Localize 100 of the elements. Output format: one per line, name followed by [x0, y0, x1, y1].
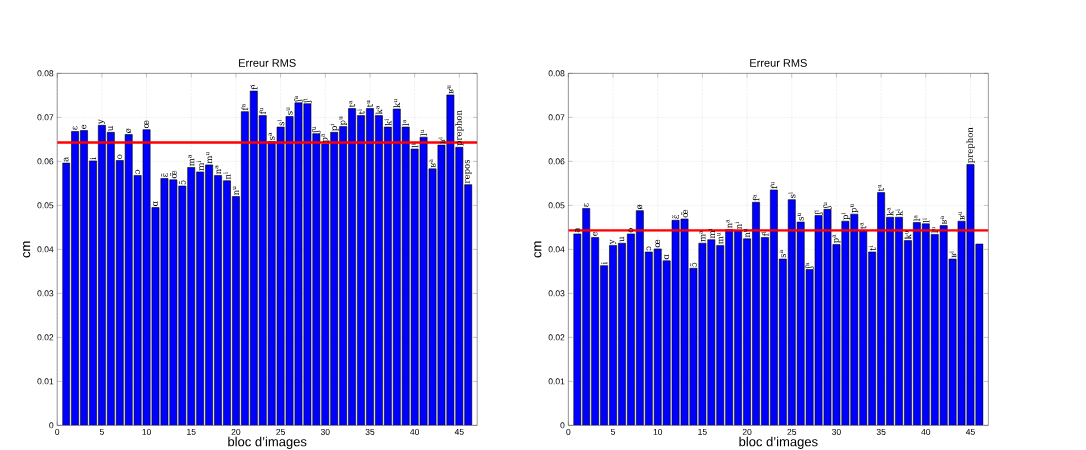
y-axis-title: cm: [23, 241, 31, 258]
annotation: n$^{i}$: [223, 172, 231, 180]
annotation: ʁ$^{u}$: [958, 211, 965, 220]
x-tick-label: 20: [231, 428, 241, 435]
annotation: k$^{i}$: [384, 118, 392, 126]
annotation: a: [574, 227, 580, 233]
y-tick-label: 0.06: [37, 158, 54, 165]
annotation: repos: [465, 159, 472, 184]
x-axis-title: bloc d’images: [739, 436, 818, 449]
annotation: œ̃: [170, 170, 177, 179]
x-axis-title: bloc d’images: [228, 436, 307, 449]
annotation: ɔ̃: [690, 262, 697, 267]
annotation: k$^{u}$: [904, 230, 912, 240]
y-tick-label: 0.08: [37, 70, 54, 77]
annotation: ø: [637, 204, 643, 210]
annotation: f$^{i}$: [761, 231, 769, 236]
x-tick-label: 20: [742, 428, 752, 435]
annotation: p$^{u}$: [339, 116, 347, 126]
annotation: o: [117, 154, 123, 159]
annotation: ɛ: [583, 203, 589, 207]
annotation: t$^{i}$: [357, 109, 365, 115]
x-tick-label: 40: [410, 428, 420, 435]
annotation: p$^{a}$: [832, 234, 841, 244]
annotation: s$^{i}$: [788, 192, 796, 198]
annotation: ɔ: [135, 169, 140, 174]
annotation: œ̃: [681, 209, 688, 218]
annotation: k$^{u}$: [393, 99, 400, 108]
annotation: l$^{a}$: [913, 215, 921, 222]
x-tick-label: 35: [876, 428, 886, 435]
annotation: u: [108, 125, 114, 131]
annotation: e: [592, 231, 598, 236]
annotation: ɔ: [646, 246, 652, 251]
x-tick-label: 0: [566, 428, 571, 435]
y-tick-label: 0.08: [548, 70, 565, 77]
annotation: ʁ$^{u}$: [447, 85, 454, 94]
chart-title: Erreur RMS: [239, 59, 296, 67]
annotation: s$^{u}$: [286, 107, 293, 115]
x-tick-label: 5: [611, 428, 616, 435]
annotation: t$^{i}$: [868, 245, 876, 251]
annotation: f$^{u}$: [259, 107, 266, 115]
annotation: p$^{i}$: [840, 212, 850, 220]
y-tick-label: 0: [560, 422, 565, 429]
annotation: e: [81, 124, 87, 129]
annotation: y: [609, 239, 617, 245]
annotation: ʃ$^{a}$: [805, 262, 814, 270]
annotation: f$^{a}$: [752, 194, 760, 201]
annotation: ɑ: [153, 201, 158, 206]
annotation: ɔ̃: [178, 180, 186, 185]
annotation: l$^{i}$: [922, 218, 930, 223]
annotation: m$^{i}$: [196, 160, 204, 171]
y-tick-label: 0.05: [37, 202, 54, 209]
annotation: s$^{u}$: [797, 212, 804, 221]
annotation: n$^{a}$: [726, 219, 733, 229]
annotation: ʃ$^{i}$: [302, 98, 312, 104]
annotation: p$^{u}$: [850, 203, 859, 213]
annotation: p$^{a}$: [321, 133, 330, 143]
y-tick-label: 0.01: [37, 378, 54, 385]
annotation: l$^{i}$: [411, 143, 419, 148]
x-tick-label: 15: [187, 428, 196, 435]
x-tick-label: 15: [698, 428, 707, 435]
y-tick-label: 0.02: [37, 334, 54, 341]
annotation: y: [98, 119, 106, 125]
annotation: k$^{a}$: [375, 105, 383, 115]
annotation: ʁ$^{a}$: [940, 216, 947, 225]
annotation: ɛ̃: [161, 173, 168, 177]
annotation: n$^{u}$: [744, 228, 751, 238]
annotation: ʃ$^{i}$: [814, 210, 824, 216]
y-tick-label: 0.04: [548, 246, 565, 253]
annotation: i: [89, 157, 97, 160]
annotation: f$^{u}$: [770, 182, 778, 189]
annotation: m$^{a}$: [188, 154, 195, 167]
y-tick-label: 0.02: [548, 334, 565, 341]
y-tick-label: 0.06: [548, 158, 565, 165]
annotation: ʁ$^{i}$: [437, 137, 446, 144]
annotation: n$^{i}$: [734, 222, 742, 229]
y-tick-label: 0.04: [37, 246, 54, 253]
y-tick-label: 0.01: [548, 378, 565, 385]
annotation: t$^{a}$: [349, 100, 356, 108]
x-tick-label: 30: [320, 428, 330, 435]
y-tick-label: 0.03: [37, 290, 54, 297]
annotation: n$^{a}$: [215, 165, 222, 174]
annotation: u: [619, 236, 625, 242]
annotation: s$^{i}$: [276, 119, 285, 126]
x-tick-label: 25: [787, 428, 797, 435]
annotation: t$^{u}$: [878, 184, 885, 192]
annotation: t$^{a}$: [860, 222, 867, 229]
annotation: ʃ$^{u}$: [823, 202, 832, 209]
annotation: s$^{a}$: [779, 250, 786, 258]
y-tick-label: 0.03: [548, 290, 565, 297]
annotation: f$^{a}$: [241, 103, 249, 111]
x-tick-label: 45: [454, 428, 464, 435]
annotation: prephon: [455, 110, 464, 146]
y-tick-label: 0.07: [37, 114, 54, 121]
y-tick-label: 0.07: [548, 114, 565, 121]
annotation: k$^{i}$: [895, 209, 903, 216]
annotation: f$^{i}$: [250, 84, 258, 90]
annotation: ʁ$^{a}$: [429, 159, 436, 168]
annotation: ɛ̃: [672, 215, 679, 219]
y-tick-label: 0.05: [548, 202, 565, 209]
annotation: ø: [126, 128, 132, 134]
